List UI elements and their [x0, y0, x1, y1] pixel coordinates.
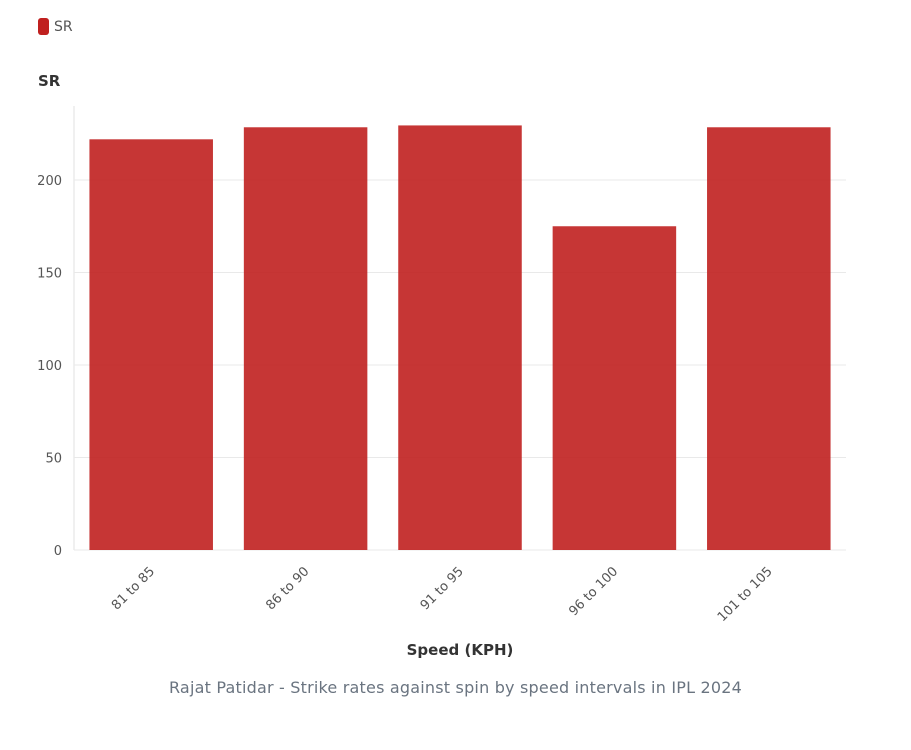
bars	[89, 125, 831, 551]
bar[interactable]	[398, 125, 522, 551]
legend[interactable]: SR	[38, 18, 73, 35]
x-axis-label: Speed (KPH)	[407, 641, 514, 659]
bar[interactable]	[89, 139, 213, 551]
y-tick-label: 50	[45, 452, 62, 467]
y-tick-label: 100	[37, 359, 62, 374]
legend-swatch	[38, 18, 49, 35]
bar[interactable]	[243, 127, 368, 551]
chart-caption: Rajat Patidar - Strike rates against spi…	[168, 678, 743, 697]
y-tick-label: 200	[37, 174, 62, 189]
x-tick-label: 86 to 90	[263, 564, 312, 613]
x-tick-label: 81 to 85	[109, 564, 158, 613]
bar[interactable]	[707, 127, 831, 551]
y-tick-label: 150	[37, 267, 62, 282]
legend-label: SR	[54, 18, 73, 35]
y-tick-label: 0	[54, 544, 62, 559]
x-tick-label: 96 to 100	[566, 564, 621, 619]
x-tick-label: 101 to 105	[715, 564, 776, 625]
x-tick-label: 91 to 95	[418, 564, 467, 613]
y-axis-label: SR	[38, 72, 61, 90]
y-axis-ticks: 0 50 100 150 200	[37, 174, 62, 559]
bar[interactable]	[552, 226, 677, 550]
x-axis-ticks: 81 to 85 86 to 90 91 to 95 96 to 100 101 to …	[109, 564, 776, 625]
